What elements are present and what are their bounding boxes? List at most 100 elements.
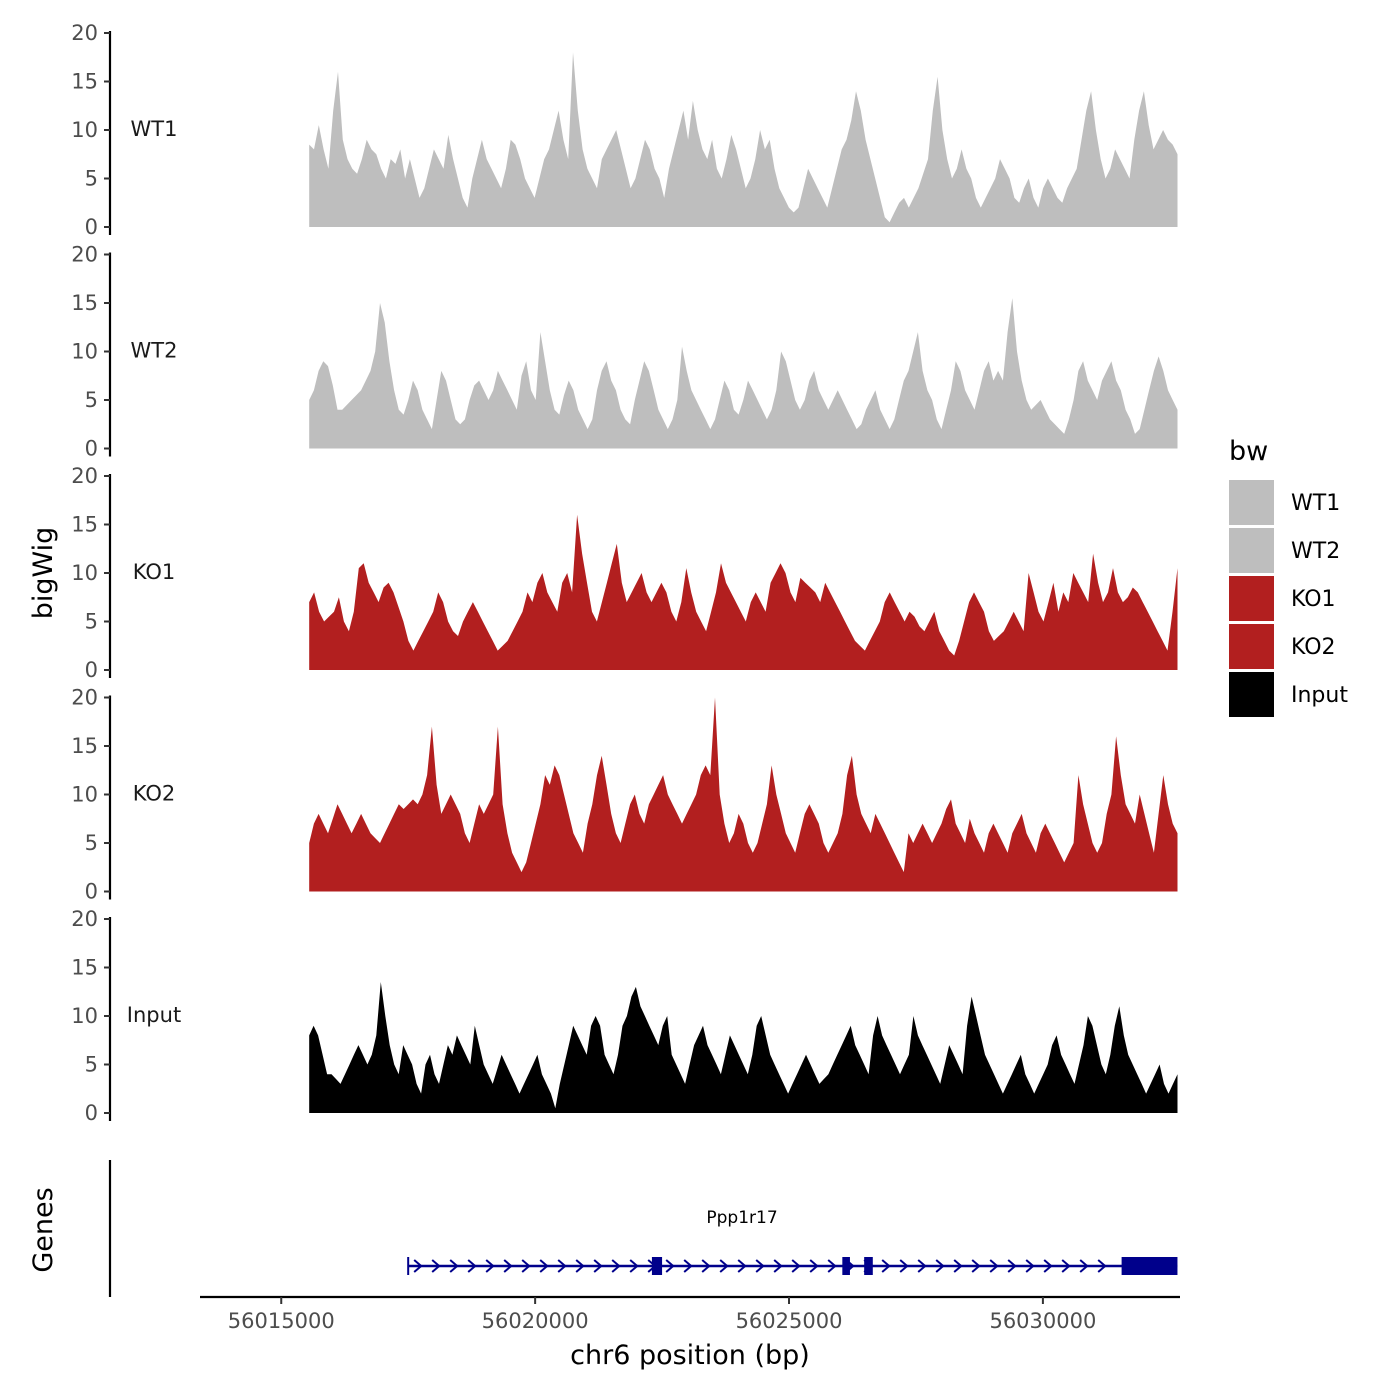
gene-track: Ppp1r17 (108, 1160, 1178, 1297)
track-input: 0 5 10 15 20 Input (71, 907, 1178, 1125)
gene-exon (1121, 1257, 1178, 1275)
gene-direction-chevron (485, 1259, 495, 1273)
gene-exon (864, 1257, 873, 1275)
gene-direction-chevron (755, 1259, 765, 1273)
gene-direction-chevron (935, 1259, 945, 1273)
gene-direction-chevron (1025, 1259, 1035, 1273)
y-tick-label: 20 (71, 21, 98, 45)
gene-direction-chevron (521, 1259, 531, 1273)
gene-direction-chevron (899, 1259, 909, 1273)
gene-direction-chevron (1007, 1259, 1017, 1273)
track-wt1: 0 5 10 15 20 WT1 (71, 21, 1178, 239)
gene-direction-chevron (503, 1259, 513, 1273)
legend-label-wt1: WT1 (1291, 491, 1340, 516)
gene-direction-chevron (953, 1259, 963, 1273)
gene-direction-chevron (665, 1259, 675, 1273)
signal-area-ko1 (309, 514, 1178, 670)
track-label-input: Input (127, 1003, 181, 1027)
gene-name-label: Ppp1r17 (706, 1208, 777, 1228)
gene-direction-chevron (773, 1259, 783, 1273)
gene-direction-chevron (629, 1259, 639, 1273)
gene-direction-chevron (971, 1259, 981, 1273)
legend-label-ko2: KO2 (1291, 635, 1336, 660)
y-tick-label: 20 (71, 686, 98, 710)
y-axis-title: bigWig (28, 527, 59, 620)
x-axis: 56015000 56020000 56025000 56030000 (200, 1295, 1180, 1333)
gene-direction-chevron (809, 1259, 819, 1273)
track-wt2: 0 5 10 15 20 WT2 (71, 243, 1178, 461)
x-tick-label: 56020000 (482, 1309, 589, 1333)
gene-direction-chevron (611, 1259, 621, 1273)
y-tick-label: 5 (85, 167, 98, 191)
y-tick-label: 15 (71, 70, 98, 94)
y-tick-label: 0 (85, 880, 98, 904)
gene-direction-chevron (989, 1259, 999, 1273)
legend-swatch-ko1 (1229, 576, 1274, 621)
y-tick-label: 5 (85, 831, 98, 855)
gene-direction-chevron (917, 1259, 927, 1273)
x-tick-label: 56015000 (228, 1309, 335, 1333)
signal-area-wt1 (309, 52, 1178, 228)
track-ko2: 0 5 10 15 20 KO2 (71, 686, 1178, 904)
y-tick-label: 15 (71, 734, 98, 758)
gene-direction-chevron (1061, 1259, 1071, 1273)
y-tick-label: 5 (85, 610, 98, 634)
y-tick-label: 10 (71, 783, 98, 807)
gene-direction-chevron (737, 1259, 747, 1273)
y-tick-label: 0 (85, 658, 98, 682)
y-tick-label: 0 (85, 215, 98, 239)
x-tick-label: 56025000 (736, 1309, 843, 1333)
tracks-layer: 0 5 10 15 20 WT1 0 5 10 15 20 WT2 0 5 10 15 20 KO1 0 5 10 15 2… (71, 21, 1178, 1125)
gene-direction-chevron (431, 1259, 441, 1273)
y-tick-label: 15 (71, 956, 98, 980)
y-tick-label: 10 (71, 561, 98, 585)
y-tick-label: 0 (85, 1101, 98, 1125)
gene-direction-chevron (827, 1259, 837, 1273)
y-tick-label: 10 (71, 1004, 98, 1028)
track-label-ko2: KO2 (133, 781, 176, 805)
x-tick-label: 56030000 (989, 1309, 1096, 1333)
legend-label-wt2: WT2 (1291, 539, 1340, 564)
legend: bw WT1 WT2 KO1 KO2 Input (1229, 436, 1348, 717)
y-tick-label: 15 (71, 513, 98, 537)
gene-direction-chevron (1079, 1259, 1089, 1273)
gene-direction-chevron (1097, 1259, 1107, 1273)
gene-direction-chevron (449, 1259, 459, 1273)
x-axis-title: chr6 position (bp) (570, 1340, 810, 1371)
y-tick-label: 20 (71, 464, 98, 488)
gene-direction-chevron (881, 1259, 891, 1273)
gene-exon (842, 1257, 850, 1275)
y-tick-label: 0 (85, 437, 98, 461)
legend-label-input: Input (1291, 683, 1348, 708)
gene-exon (651, 1257, 663, 1275)
gene-direction-chevron (413, 1259, 423, 1273)
legend-title: bw (1229, 436, 1268, 467)
track-label-wt2: WT2 (131, 338, 178, 362)
gene-direction-chevron (701, 1259, 711, 1273)
gene-direction-chevron (1043, 1259, 1053, 1273)
track-ko1: 0 5 10 15 20 KO1 (71, 464, 1178, 682)
gene-direction-chevron (593, 1259, 603, 1273)
y-tick-label: 20 (71, 243, 98, 267)
signal-area-input (309, 982, 1178, 1113)
gene-direction-chevron (719, 1259, 729, 1273)
legend-swatch-wt1 (1229, 480, 1274, 525)
y-tick-label: 10 (71, 118, 98, 142)
track-label-wt1: WT1 (131, 117, 178, 141)
gene-direction-chevron (791, 1259, 801, 1273)
legend-label-ko1: KO1 (1291, 587, 1336, 612)
gene-direction-chevron (683, 1259, 693, 1273)
track-label-ko1: KO1 (133, 560, 176, 584)
signal-area-wt2 (309, 298, 1178, 449)
gene-direction-chevron (539, 1259, 549, 1273)
y-tick-label: 15 (71, 291, 98, 315)
genes-axis-title: Genes (28, 1187, 59, 1272)
signal-area-ko2 (309, 697, 1178, 892)
gene-direction-chevron (467, 1259, 477, 1273)
legend-swatch-ko2 (1229, 624, 1274, 669)
gene-direction-chevron (575, 1259, 585, 1273)
y-tick-label: 5 (85, 388, 98, 412)
legend-swatch-input (1229, 672, 1274, 717)
y-tick-label: 5 (85, 1053, 98, 1077)
